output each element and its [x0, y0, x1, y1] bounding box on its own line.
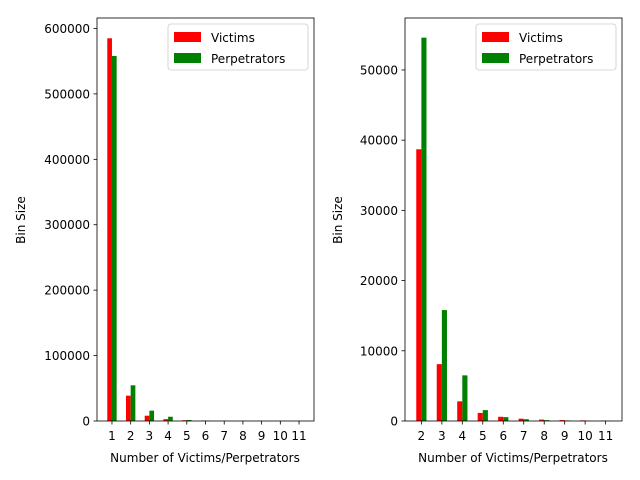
- right-bar-victims-8: [539, 419, 545, 421]
- right-y-tick-label: 10000: [360, 344, 398, 358]
- right-y-tick-label: 0: [390, 415, 398, 429]
- right-axes-frame: [404, 17, 623, 422]
- right-y-tick-label: 40000: [360, 134, 398, 148]
- left-bar-perpetrators-2: [130, 385, 136, 421]
- right-x-tick-label: 4: [459, 429, 467, 443]
- left-x-tick-label: 4: [164, 429, 172, 443]
- left-bar-perpetrators-4: [168, 416, 173, 421]
- left-x-tick-label: 9: [258, 429, 266, 443]
- left-bar-victims-4: [163, 419, 169, 421]
- right-bar-perpetrators-7: [523, 419, 529, 421]
- left-chart-panel: Bin Size Number of Victims/Perpetrators …: [14, 17, 315, 465]
- right-x-tick-label: 2: [418, 429, 426, 443]
- right-bar-perpetrators-6: [503, 417, 509, 421]
- left-y-tick-label: 500000: [44, 87, 90, 101]
- right-bar-victims-4: [457, 401, 463, 421]
- left-y-tick-label: 600000: [44, 22, 90, 36]
- right-legend-label-perpetrators: Perpetrators: [519, 52, 593, 66]
- right-x-tick-label: 11: [598, 429, 613, 443]
- right-y-tick-label: 50000: [360, 63, 398, 77]
- left-bar-victims-2: [125, 395, 131, 421]
- left-y-tick-label: 300000: [44, 218, 90, 232]
- right-bar-victims-7: [518, 418, 524, 421]
- left-x-tick-label: 11: [291, 429, 306, 443]
- right-legend-swatch-victims: [482, 32, 509, 42]
- right-bar-victims-2: [416, 149, 422, 421]
- left-y-tick-label: 0: [82, 415, 90, 429]
- left-bar-perpetrators-5: [186, 419, 192, 421]
- right-y-tick-label: 30000: [360, 204, 398, 218]
- right-bar-perpetrators-8: [544, 420, 550, 421]
- left-x-tick-label: 7: [220, 429, 228, 443]
- right-bar-perpetrators-3: [441, 310, 447, 421]
- right-legend-box: [475, 23, 617, 71]
- left-x-tick-label: 5: [183, 429, 191, 443]
- right-x-tick-label: 3: [438, 429, 446, 443]
- right-x-tick-label: 6: [499, 429, 507, 443]
- right-y-tick-label: 20000: [360, 274, 398, 288]
- right-x-axis-label: Number of Victims/Perpetrators: [418, 451, 608, 465]
- left-x-tick-label: 6: [202, 429, 210, 443]
- right-bar-perpetrators-5: [482, 410, 488, 421]
- left-x-tick-label: 3: [146, 429, 154, 443]
- left-bar-perpetrators-1: [111, 55, 117, 422]
- right-bar-victims-9: [559, 420, 565, 421]
- left-y-tick-label: 100000: [44, 349, 90, 363]
- right-bar-perpetrators-4: [462, 375, 468, 421]
- left-bar-victims-3: [144, 415, 150, 421]
- left-legend-swatch-victims: [174, 32, 201, 42]
- left-legend-label-victims: Victims: [211, 31, 255, 45]
- right-chart-panel: Bin Size Number of Victims/Perpetrators …: [331, 17, 623, 465]
- left-bar-victims-1: [107, 38, 112, 421]
- left-legend-box: [167, 23, 309, 71]
- right-legend-swatch-perpetrators: [482, 53, 509, 63]
- left-x-tick-label: 2: [127, 429, 135, 443]
- right-x-tick-label: 8: [540, 429, 548, 443]
- right-x-tick-label: 5: [479, 429, 487, 443]
- left-y-tick-label: 200000: [44, 284, 90, 298]
- left-legend-swatch-perpetrators: [174, 53, 201, 63]
- right-bar-victims-3: [436, 364, 442, 421]
- right-y-axis-label: Bin Size: [331, 196, 345, 244]
- right-x-tick-label: 9: [561, 429, 569, 443]
- left-x-tick-label: 10: [273, 429, 288, 443]
- right-bar-victims-6: [498, 416, 504, 421]
- right-bar-perpetrators-2: [421, 37, 427, 421]
- left-y-axis-label: Bin Size: [14, 196, 28, 244]
- right-legend-label-victims: Victims: [519, 31, 563, 45]
- left-bar-perpetrators-3: [149, 410, 155, 421]
- left-x-tick-label: 8: [239, 429, 247, 443]
- left-legend-label-perpetrators: Perpetrators: [211, 52, 285, 66]
- left-y-tick-label: 400000: [44, 153, 90, 167]
- left-x-axis-label: Number of Victims/Perpetrators: [110, 451, 300, 465]
- left-x-tick-label: 1: [108, 429, 116, 443]
- right-x-tick-label: 10: [578, 429, 593, 443]
- right-x-tick-label: 7: [520, 429, 528, 443]
- right-bar-victims-5: [477, 412, 483, 421]
